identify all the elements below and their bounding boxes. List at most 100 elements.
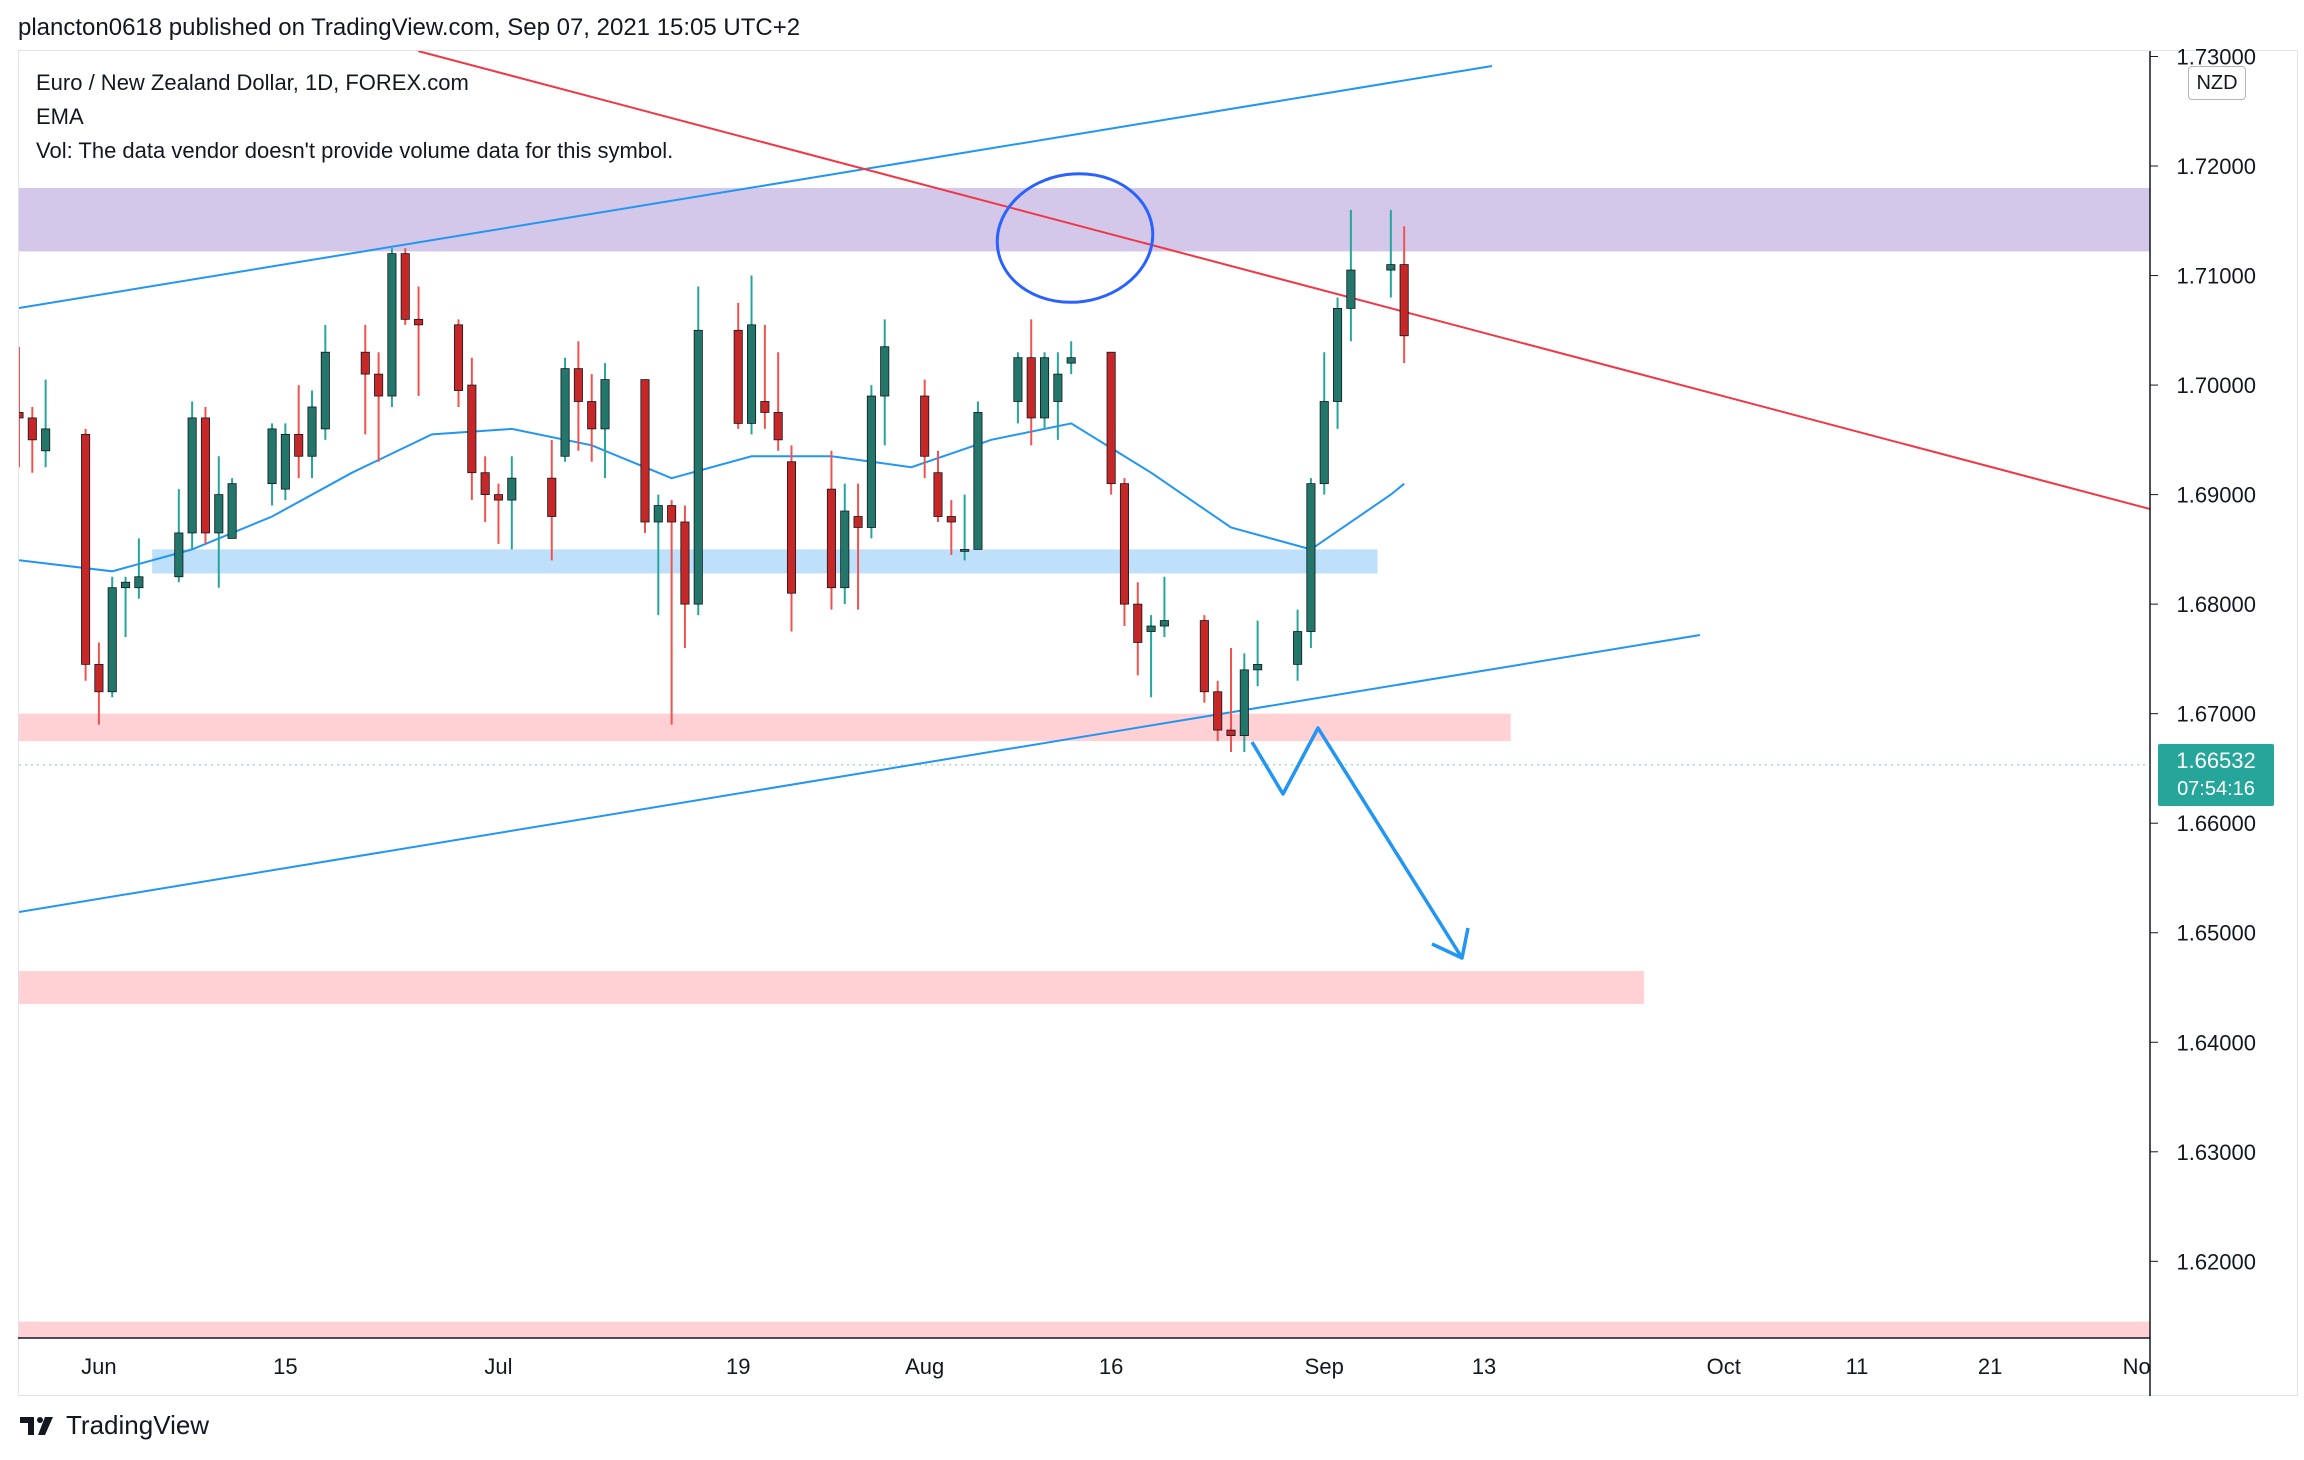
candle [94, 642, 104, 725]
candle-body [560, 368, 570, 457]
candle-body [880, 346, 890, 397]
time-tick-label: Aug [905, 1354, 944, 1379]
candle-body [1253, 663, 1263, 671]
candle-body [693, 329, 703, 605]
candle-body [41, 428, 51, 452]
candle [920, 379, 930, 479]
candle [1066, 341, 1076, 375]
candle [200, 406, 210, 544]
candle-body [467, 384, 477, 474]
candle-body [1239, 669, 1249, 736]
candle [1319, 352, 1329, 495]
candle [733, 302, 743, 429]
candle-body [866, 395, 876, 528]
price-tick-label: 1.70000 [2176, 373, 2256, 398]
candle [400, 248, 410, 325]
candle-body [374, 373, 384, 397]
legend-ema-label[interactable]: EMA [36, 104, 84, 129]
candle [1013, 352, 1023, 424]
candle-body [1026, 357, 1036, 419]
price-tick-label: 1.63000 [2176, 1140, 2256, 1165]
candle-body [840, 510, 850, 589]
legend-symbol-title[interactable]: Euro / New Zealand Dollar, 1D, FOREX.com [36, 70, 469, 95]
time-tick-label: Jun [81, 1354, 116, 1379]
tradingview-brand[interactable]: TradingView [18, 1410, 209, 1441]
candle-body [1133, 603, 1143, 643]
time-tick-label: 13 [1472, 1354, 1496, 1379]
support-zone-1 [19, 713, 1511, 742]
candle-body [360, 351, 370, 375]
plot-area [19, 51, 2150, 1338]
candle [853, 483, 863, 610]
channel-lower-trendline [19, 634, 1701, 913]
candle [107, 576, 117, 698]
candle [307, 390, 317, 479]
candle [747, 275, 757, 435]
candle [1293, 609, 1303, 681]
candle [134, 538, 144, 599]
candle [360, 324, 370, 435]
time-tick-label: No [2123, 1354, 2151, 1379]
candle-body [1013, 357, 1023, 402]
time-tick-label: 21 [1978, 1354, 2002, 1379]
price-tick-label: 1.64000 [2176, 1030, 2256, 1055]
candle [933, 450, 943, 522]
candle [374, 352, 384, 462]
candle [1239, 653, 1249, 753]
candle [174, 489, 184, 583]
candle [946, 500, 956, 555]
candle-body [414, 318, 424, 326]
highlight-circle [995, 172, 1155, 304]
candle [227, 478, 237, 539]
candle [81, 428, 91, 681]
candle-body [493, 494, 504, 501]
price-tick-label: 1.72000 [2176, 154, 2256, 179]
chart-frame [18, 50, 2298, 1396]
candle-body [214, 494, 224, 534]
candle [453, 319, 464, 407]
candle [680, 505, 690, 648]
candle [294, 385, 304, 479]
candle-body [94, 663, 104, 693]
candle-body [134, 576, 144, 589]
candle-body [453, 324, 464, 391]
candle-body [27, 417, 37, 441]
candle-body [667, 505, 677, 523]
candle-body [1040, 357, 1050, 419]
bar-countdown: 07:54:16 [2177, 778, 2255, 800]
candle-body [1346, 269, 1356, 309]
candle-body [653, 505, 663, 523]
candle [880, 319, 890, 446]
candle-body [773, 412, 783, 441]
candle-body [1333, 307, 1343, 402]
candle [280, 423, 290, 501]
price-tick-label: 1.71000 [2176, 264, 2256, 289]
candle-body [946, 516, 956, 523]
candle [600, 363, 610, 479]
candle-body [267, 428, 277, 485]
candle-body [200, 417, 210, 534]
candle-body [1146, 625, 1156, 632]
ema-line [19, 422, 1405, 573]
candle [27, 406, 37, 473]
candle-body [1119, 483, 1129, 605]
candle-body [587, 401, 597, 430]
candle [1146, 615, 1156, 698]
candle-body [733, 329, 743, 424]
candle [214, 456, 224, 588]
candle-body [81, 433, 91, 665]
currency-badge[interactable]: NZD [2188, 66, 2246, 100]
candle-body [174, 532, 184, 578]
price-tick-label: 1.69000 [2176, 483, 2256, 508]
candle-body [600, 379, 610, 430]
candle-body [19, 412, 24, 419]
candle-body [760, 401, 770, 413]
candle [866, 385, 876, 539]
time-tick-label: Oct [1707, 1354, 1741, 1379]
candle [693, 286, 703, 616]
candle [267, 423, 277, 506]
legend-volume-note: Vol: The data vendor doesn't provide vol… [36, 138, 674, 163]
candle-body [1399, 264, 1409, 337]
candle [573, 341, 583, 451]
